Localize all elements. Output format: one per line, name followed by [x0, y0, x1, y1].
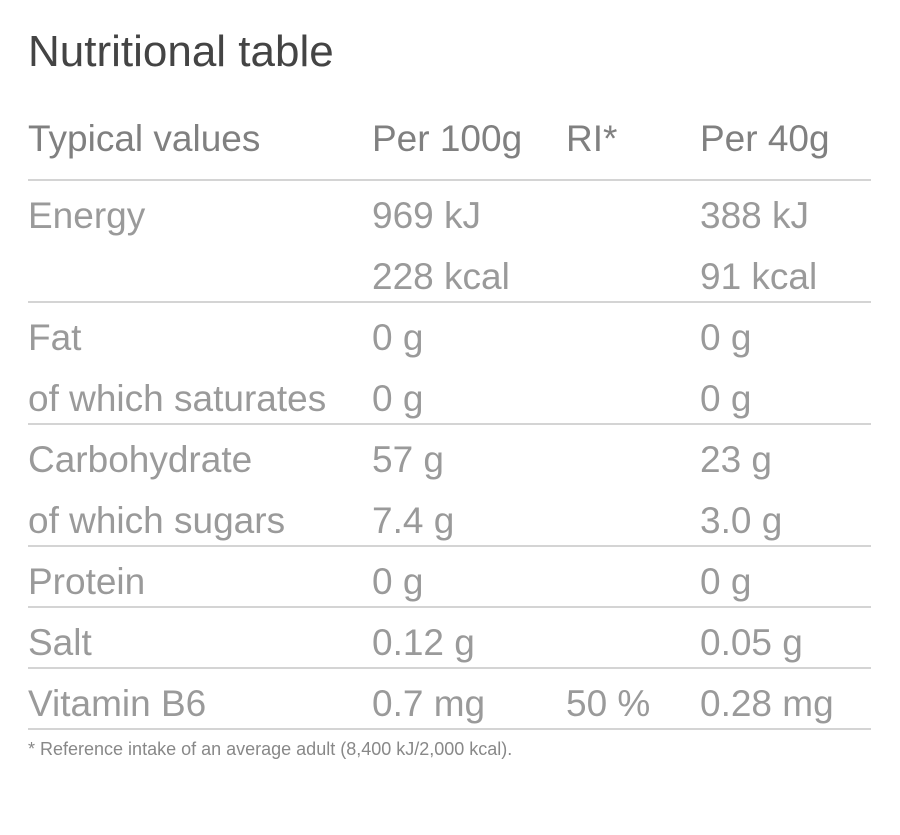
table-cell: 0 g — [372, 561, 424, 602]
divider — [28, 606, 871, 608]
divider — [28, 545, 871, 547]
table-cell: Salt — [28, 622, 92, 663]
table-cell: 0 g — [372, 378, 424, 419]
header-cell: RI* — [566, 118, 618, 159]
table-cell: 23 g — [700, 439, 773, 480]
table-cell: of which saturates — [28, 378, 327, 419]
divider — [28, 423, 871, 425]
table-cell: 57 g — [372, 439, 445, 480]
divider — [28, 728, 871, 730]
table-cell: Vitamin B6 — [28, 683, 207, 724]
divider — [28, 179, 871, 181]
table-cell: 0 g — [700, 561, 752, 602]
table-cell: Fat — [28, 317, 82, 358]
table-cell: 3.0 g — [700, 500, 783, 541]
table-cell: 0 g — [700, 317, 752, 358]
title: Nutritional table — [28, 27, 334, 76]
table-cell: Carbohydrate — [28, 439, 253, 480]
table-cell: Energy — [28, 195, 146, 236]
table-cell: 388 kJ — [700, 195, 810, 236]
table-cell: 0.12 g — [372, 622, 475, 663]
table-cell: 7.4 g — [372, 500, 455, 541]
table-cell: 50 % — [566, 683, 651, 724]
table-cell: 0 g — [372, 317, 424, 358]
header-cell: Typical values — [28, 118, 261, 159]
header-cell: Per 100g — [372, 118, 523, 159]
table-cell: 969 kJ — [372, 195, 482, 236]
table-cell: Protein — [28, 561, 146, 602]
table-cell: 0.05 g — [700, 622, 803, 663]
divider — [28, 301, 871, 303]
footnote: * Reference intake of an average adult (… — [28, 739, 513, 759]
table-cell: 91 kcal — [700, 256, 818, 297]
table-cell: 228 kcal — [372, 256, 510, 297]
divider — [28, 667, 871, 669]
table-cell: of which sugars — [28, 500, 286, 541]
table-cell: 0.7 mg — [372, 683, 486, 724]
table-cell: 0.28 mg — [700, 683, 834, 724]
table-cell: 0 g — [700, 378, 752, 419]
header-cell: Per 40g — [700, 118, 830, 159]
